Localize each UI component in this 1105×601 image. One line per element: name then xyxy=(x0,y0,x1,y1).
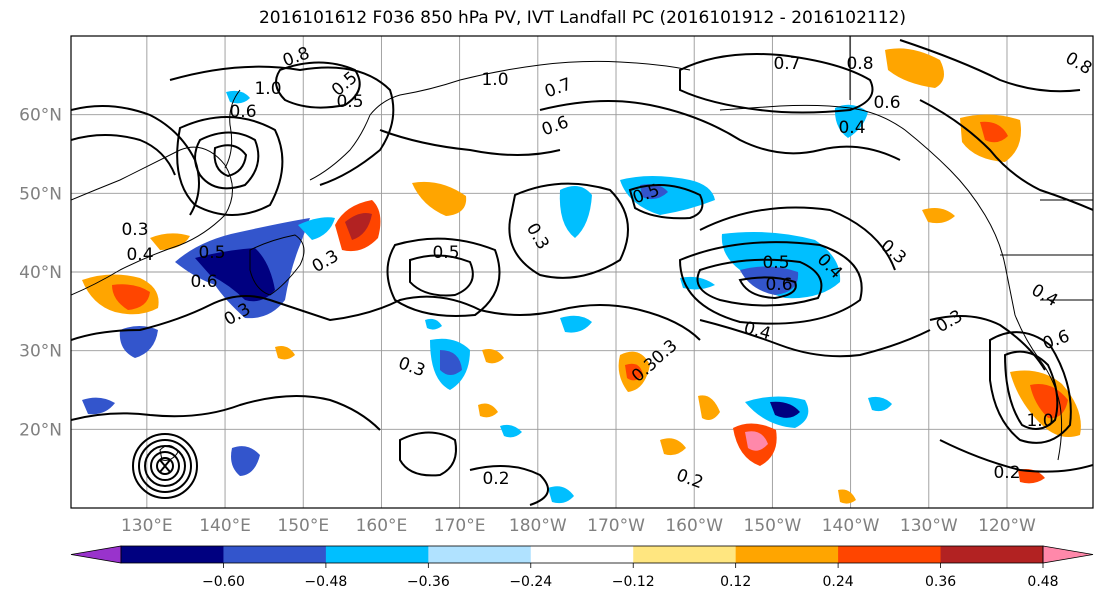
latitude-label: 40°N xyxy=(19,263,62,283)
contour-label: 0.7 xyxy=(773,54,800,74)
pos-anomaly-patch xyxy=(482,349,504,364)
colorbar-tick-label: 0.12 xyxy=(720,574,751,590)
contour-label: 0.4 xyxy=(126,245,153,265)
colorbar-segment xyxy=(428,546,532,563)
neg-anomaly-patch xyxy=(500,424,522,438)
pos-anomaly-patch xyxy=(660,438,686,456)
longitude-labels: 130°E 140°E 150°E 160°E 170°E 180°W 170°W 160°W… xyxy=(121,516,1036,536)
longitude-label: 180°W xyxy=(509,516,567,536)
latitude-labels: 60°N 50°N 40°N 30°N 20°N xyxy=(19,106,62,441)
pos-anomaly-patch xyxy=(1030,384,1068,419)
pos-anomaly-patch xyxy=(478,403,498,418)
pos-anomaly-patch xyxy=(885,48,944,88)
neg-anomaly-patch xyxy=(298,217,335,240)
neg-anomaly-patch xyxy=(195,248,275,302)
colorbar-segment xyxy=(325,546,429,563)
pos-anomaly-patch xyxy=(275,346,295,360)
longitude-label: 140°E xyxy=(199,516,251,536)
pv-contours xyxy=(71,39,1093,506)
contour-label: 0.8 xyxy=(846,54,873,74)
contour-label: 0.5 xyxy=(762,253,789,273)
longitude-label: 120°W xyxy=(978,516,1036,536)
longitude-label: 130°W xyxy=(900,516,958,536)
neg-anomaly-patch xyxy=(559,186,592,238)
colorbar-frame xyxy=(120,545,1044,564)
colorbar-tick-label: −0.36 xyxy=(407,574,450,590)
contour-label: 0.5 xyxy=(198,243,225,263)
longitude-label: 130°E xyxy=(121,516,173,536)
pos-anomaly-patch xyxy=(625,363,643,381)
neg-anomaly-patch xyxy=(770,401,800,418)
colorbar-tick-label: 0.24 xyxy=(823,574,854,590)
neg-anomaly-patch xyxy=(548,486,574,504)
colorbar-segment xyxy=(121,546,224,563)
pos-anomaly-patch xyxy=(345,213,372,240)
colorbar-tick-label: −0.60 xyxy=(202,574,245,590)
colorbar: −0.60 −0.48 −0.36 −0.24 −0.12 0.12 0.24 0.36 0.4… xyxy=(70,545,1094,590)
contour-label: 0.6 xyxy=(190,272,217,292)
map-title: 2016101612 F036 850 hPa PV, IVT Landfall… xyxy=(258,8,906,28)
colorbar-segment xyxy=(633,546,737,563)
colorbar-segment xyxy=(940,546,1044,563)
latitude-label: 60°N xyxy=(19,106,62,126)
longitude-label: 140°W xyxy=(822,516,880,536)
neg-anomaly-patch xyxy=(425,318,442,330)
neg-anomaly-patch xyxy=(834,104,868,138)
longitude-label: 170°W xyxy=(587,516,645,536)
latitude-label: 50°N xyxy=(19,184,62,204)
neg-anomaly-patch xyxy=(640,184,668,200)
colorbar-segment xyxy=(838,546,942,563)
contour-label: 0.6 xyxy=(765,275,792,295)
pv-shading xyxy=(82,48,1081,504)
neg-anomaly-patch xyxy=(560,315,592,333)
pos-anomaly-patch xyxy=(150,233,190,250)
map-area: 0.80.6 0.51.0 0.70.50.7 0.80.60.40.30.3 0.50… xyxy=(71,36,1093,508)
contour-label: 0.4 xyxy=(838,118,865,138)
colorbar-extend-low xyxy=(70,545,122,564)
pos-anomaly-patch xyxy=(838,489,856,504)
neg-anomaly-patch xyxy=(231,446,260,476)
colorbar-extend-high xyxy=(1042,545,1094,564)
colorbar-tick-label: 0.36 xyxy=(925,574,956,590)
neg-anomaly-patch xyxy=(440,350,462,375)
contour-label: 0.3 xyxy=(121,220,148,240)
colorbar-segment xyxy=(735,546,839,563)
latitude-label: 20°N xyxy=(19,420,62,440)
contour-label: 1.0 xyxy=(1026,411,1053,431)
pos-anomaly-patch xyxy=(698,395,720,420)
neg-anomaly-patch xyxy=(226,90,250,104)
latitude-label: 30°N xyxy=(19,342,62,362)
pos-anomaly-patch xyxy=(745,431,768,451)
pos-anomaly-patch xyxy=(1018,469,1045,484)
contour-label: 0.2 xyxy=(993,463,1020,483)
pos-anomaly-patch xyxy=(922,208,955,224)
longitude-label: 150°E xyxy=(277,516,329,536)
longitude-label: 170°E xyxy=(434,516,486,536)
pos-anomaly-patch xyxy=(980,121,1008,143)
contour-label: 0.5 xyxy=(432,243,459,263)
map-frame xyxy=(70,35,1094,509)
neg-anomaly-patch xyxy=(119,326,158,358)
colorbar-segment xyxy=(223,546,327,563)
pos-anomaly-patch xyxy=(112,284,150,310)
neg-anomaly-patch xyxy=(740,266,799,295)
pos-anomaly-patch xyxy=(412,181,467,216)
contour-label: 1.0 xyxy=(254,79,281,99)
colorbar-tick-label: 0.48 xyxy=(1027,574,1058,590)
longitude-label: 160°W xyxy=(665,516,723,536)
contour-label: 0.6 xyxy=(873,93,900,113)
colorbar-tick-label: −0.48 xyxy=(304,574,347,590)
neg-anomaly-patch xyxy=(868,396,892,412)
neg-anomaly-patch xyxy=(82,397,115,415)
contour-label: 1.0 xyxy=(481,70,508,90)
contour-label: 0.2 xyxy=(482,469,509,489)
contour-label: 0.6 xyxy=(229,102,256,122)
colorbar-segment xyxy=(530,546,634,563)
longitude-label: 150°W xyxy=(744,516,802,536)
longitude-label: 160°E xyxy=(356,516,408,536)
colorbar-tick-label: −0.12 xyxy=(612,574,655,590)
contour-label: 0.5 xyxy=(336,92,363,112)
colorbar-tick-label: −0.24 xyxy=(509,574,552,590)
